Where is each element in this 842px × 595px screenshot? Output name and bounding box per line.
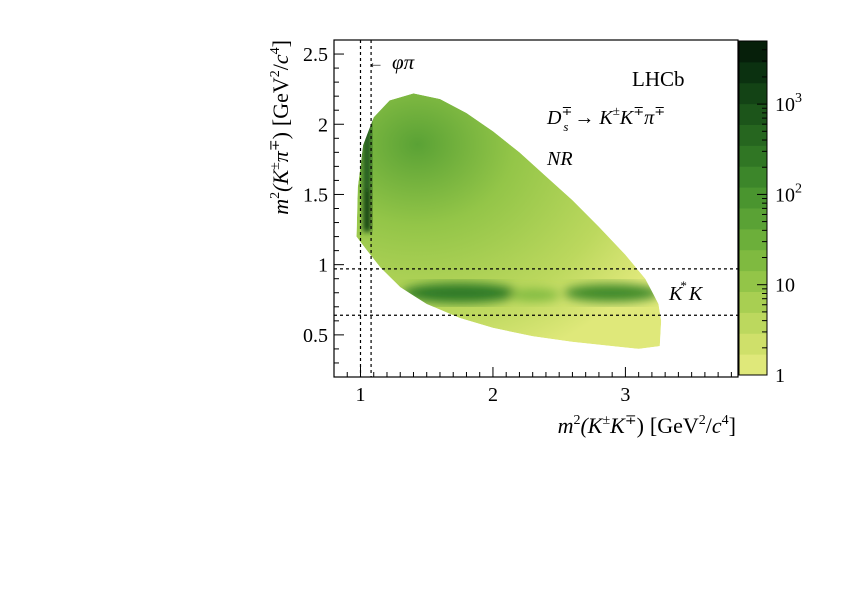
colorbar: 1 10 102 103 bbox=[739, 40, 802, 387]
x-axis: 1 2 3 bbox=[333, 367, 732, 406]
kstar-band-mid bbox=[510, 289, 560, 301]
phi-band bbox=[363, 112, 371, 232]
colorbar-swatch bbox=[739, 333, 767, 355]
y-axis-label: m2(K±π∓)[GeV2/c4] bbox=[268, 40, 293, 215]
y-tick-label: 1 bbox=[318, 255, 328, 277]
lhcb-label: LHCb bbox=[632, 67, 685, 91]
phi-band-core bbox=[365, 190, 370, 230]
colorbar-swatch bbox=[739, 41, 767, 63]
colorbar-tick-label: 1 bbox=[775, 365, 785, 387]
colorbar-swatch bbox=[739, 228, 767, 251]
colorbar-swatch bbox=[739, 166, 767, 188]
colorbar-swatch bbox=[739, 103, 767, 125]
kstar-k-label: K* K bbox=[668, 278, 704, 305]
x-tick-label: 1 bbox=[355, 384, 365, 406]
y-tick-label: 0.5 bbox=[303, 325, 328, 347]
colorbar-swatch bbox=[739, 145, 767, 167]
colorbar-tick-label: 10 bbox=[775, 275, 795, 297]
colorbar-swatch bbox=[739, 187, 767, 209]
decay-label: D∓ s → K±K∓π∓ bbox=[546, 103, 665, 134]
x-tick-label: 3 bbox=[620, 384, 630, 406]
x-tick-label: 2 bbox=[488, 384, 498, 406]
colorbar-swatch bbox=[739, 208, 767, 230]
colorbar-swatch bbox=[739, 270, 767, 292]
colorbar-swatch bbox=[739, 124, 767, 146]
y-tick-label: 1.5 bbox=[303, 184, 328, 206]
x-axis-label: m2(K±K∓) [GeV2/c4] bbox=[558, 413, 736, 438]
y-axis: 0.5 1 1.5 2 2.5 bbox=[303, 39, 344, 378]
colorbar-tick-label: 102 bbox=[775, 181, 802, 206]
colorbar-frame bbox=[738, 40, 768, 376]
heatmap-density bbox=[356, 93, 662, 349]
colorbar-swatch bbox=[739, 249, 767, 272]
colorbar-swatch bbox=[739, 291, 767, 313]
kstar-band-right bbox=[564, 284, 660, 302]
band-lines bbox=[334, 40, 738, 377]
kstar-band-left bbox=[402, 283, 518, 303]
colorbar-tick-label: 103 bbox=[775, 91, 802, 116]
y-tick-label: 2.5 bbox=[303, 44, 328, 66]
phi-arrow: ← bbox=[367, 53, 384, 72]
colorbar-swatch bbox=[739, 82, 767, 105]
colorbar-swatch bbox=[739, 312, 767, 334]
colorbar-swatch bbox=[739, 354, 767, 376]
phi-pi-label: φπ bbox=[392, 50, 415, 74]
dalitz-region bbox=[356, 93, 662, 349]
y-tick-label: 2 bbox=[318, 114, 328, 136]
colorbar-swatch bbox=[739, 61, 767, 84]
nr-label: NR bbox=[546, 148, 573, 170]
